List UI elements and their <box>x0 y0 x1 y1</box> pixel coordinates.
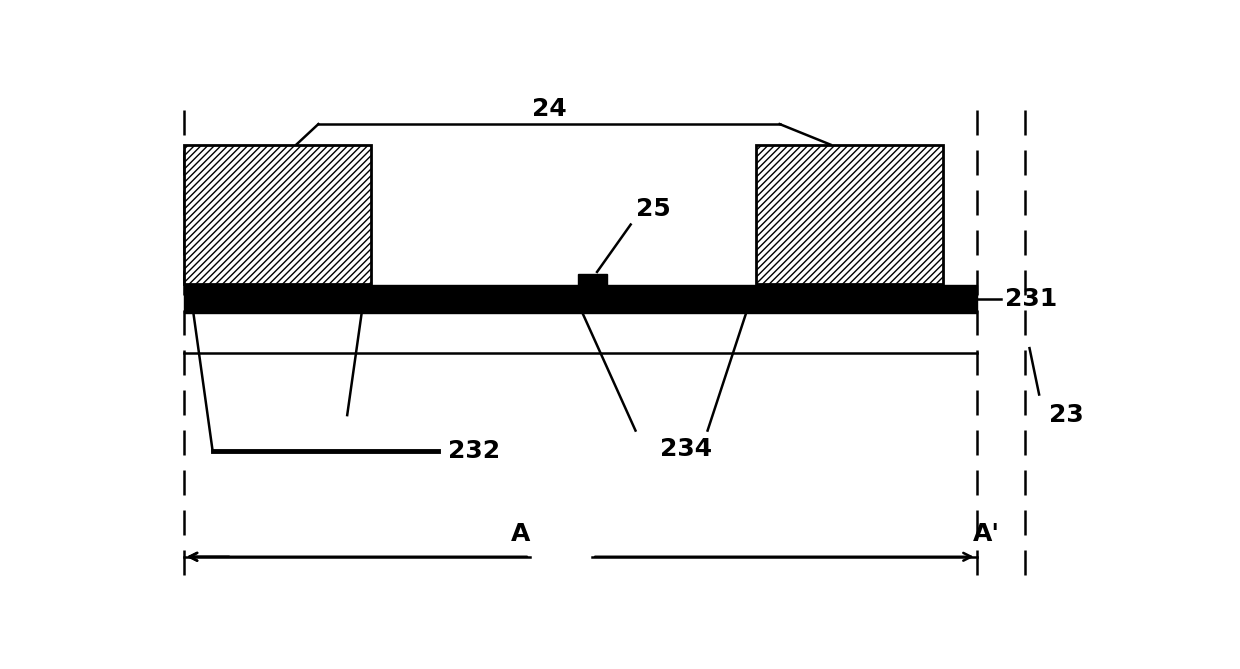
Text: 25: 25 <box>635 197 671 221</box>
Bar <box>578 274 606 298</box>
Text: 24: 24 <box>532 96 567 120</box>
Text: 23: 23 <box>1049 403 1084 427</box>
Bar <box>755 145 944 284</box>
Text: A': A' <box>972 522 999 547</box>
Text: A: A <box>511 522 529 547</box>
Bar <box>184 285 977 313</box>
Bar <box>184 145 371 284</box>
Text: 232: 232 <box>448 439 500 463</box>
Text: 231: 231 <box>1006 287 1058 311</box>
Text: 234: 234 <box>660 437 712 460</box>
